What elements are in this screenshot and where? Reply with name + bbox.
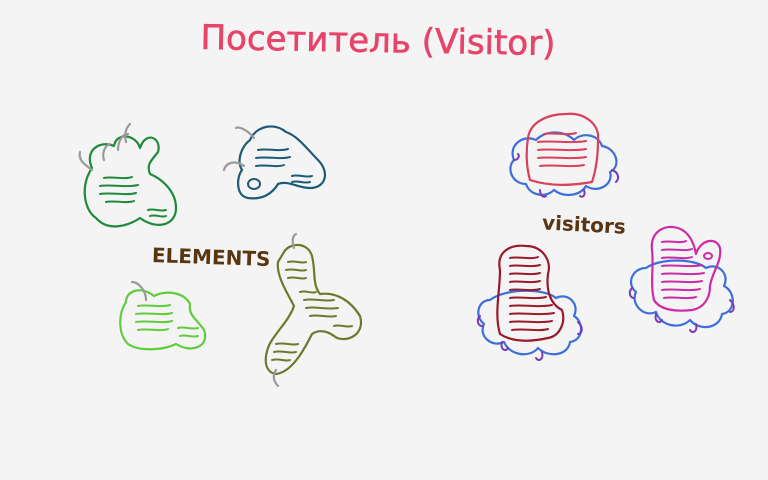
elements-group: ELEMENTS (78, 122, 363, 388)
element-teal-hole (247, 178, 261, 190)
element-light-green-hook (130, 280, 148, 302)
element-light-green (119, 280, 207, 351)
visitor-maroon (476, 244, 583, 361)
element-light-green-lines (135, 304, 199, 338)
element-teal-lines (255, 148, 313, 184)
visitor-red-cloud (509, 131, 618, 196)
element-light-green-outline (119, 289, 207, 351)
element-olive-lines (271, 260, 353, 362)
element-teal-outline (236, 125, 327, 200)
visitor-magenta-body (650, 225, 722, 312)
visitors-label: visitors (541, 210, 626, 238)
visitor-red-lines (537, 132, 587, 168)
element-dark-green (78, 122, 178, 228)
visitor-magenta-eye (703, 252, 713, 260)
visitor-red-hooks (513, 153, 620, 198)
visitors-group: visitors (476, 112, 735, 361)
visitor-red (509, 112, 620, 198)
visitor-magenta (628, 225, 735, 333)
visitor-maroon-hooks (476, 315, 583, 361)
visitor-maroon-body (496, 244, 565, 342)
element-dark-green-lines (99, 176, 167, 218)
visitor-magenta-cloud (629, 259, 734, 329)
visitor-maroon-cloud (477, 289, 583, 356)
element-olive-outline (264, 243, 363, 376)
visitor-magenta-lines (661, 240, 705, 300)
element-dark-green-hooks (78, 122, 132, 172)
element-dark-green-outline (83, 135, 178, 228)
element-olive (264, 232, 363, 388)
page-title: Посетитель (Visitor) (200, 18, 556, 64)
element-teal (222, 125, 327, 200)
element-olive-hooks (272, 232, 298, 388)
element-teal-hooks (222, 126, 256, 172)
elements-label: ELEMENTS (152, 243, 271, 271)
visitor-maroon-lines (509, 256, 555, 332)
visitor-red-body (525, 112, 600, 186)
visitor-magenta-hooks (628, 287, 735, 333)
